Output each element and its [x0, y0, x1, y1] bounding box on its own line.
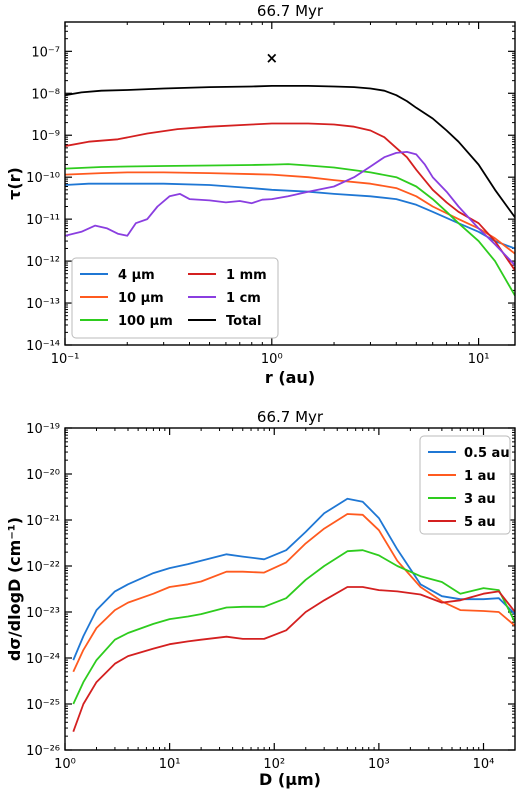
series-line-1-au	[72, 513, 515, 673]
series-line-5-au	[72, 586, 515, 733]
legend-label: 1 cm	[226, 291, 261, 306]
series-line-3-au	[72, 549, 515, 705]
x-tick-label: 10⁴	[473, 757, 495, 772]
y-tick-label: 10⁻²³	[26, 606, 60, 621]
x-axis-label: r (au)	[265, 368, 315, 387]
panel-2: 10⁰ 10¹ 10² 10³ 10⁴ 10⁻²⁶ 10⁻²⁵ 10⁻²⁴ 10⁻²³ 10⁻²²…	[5, 408, 516, 789]
series-line-10-m	[65, 171, 515, 255]
x-tick-label: 10⁰	[261, 352, 283, 367]
y-tick-label: 10⁻²⁴	[26, 652, 60, 667]
y-tick-label: 10⁻⁹	[31, 129, 60, 144]
y-tick-label: 10⁻¹⁰	[26, 171, 60, 186]
y-tick-label: 10⁻²⁰	[26, 468, 60, 483]
plot-frame	[64, 21, 516, 346]
panel-1: 10⁻¹ 10⁰ 10¹ 10⁻¹⁴ 10⁻¹³ 10⁻¹² 10⁻¹¹ 10⁻¹⁰ 10⁻⁹ 1…	[5, 2, 516, 387]
legend-label: Total	[226, 314, 262, 329]
series-line-1-cm	[65, 151, 515, 266]
y-tick-label: 10⁻¹¹	[26, 213, 60, 228]
y-tick-label: 10⁻¹²	[26, 255, 60, 270]
y-tick-label: 10⁻²⁵	[26, 698, 60, 713]
x-tick-label: 10⁻¹	[51, 352, 80, 367]
legend-label: 5 au	[464, 515, 496, 530]
y-tick-label: 10⁻⁷	[31, 45, 60, 60]
legend-label: 1 mm	[226, 268, 267, 283]
legend: 4 μm 10 μm 100 μm 1 mm 1 cm Total	[71, 257, 279, 339]
legend: 0.5 au 1 au 3 au 5 au	[419, 435, 511, 535]
chart-title: 66.7 Myr	[257, 2, 324, 20]
legend-label: 1 au	[464, 469, 496, 484]
x-tick-label: 10¹	[159, 757, 181, 772]
legend-label: 100 μm	[118, 314, 173, 329]
y-tick-label: 10⁻¹⁴	[26, 339, 60, 354]
legend-label: 10 μm	[118, 291, 164, 306]
legend-box	[71, 257, 279, 339]
y-tick-label: 10⁻²²	[26, 560, 60, 575]
x-tick-label: 10²	[263, 757, 285, 772]
y-tick-label: 10⁻¹³	[26, 297, 60, 312]
y-axis-label: dσ/dlogD (cm⁻¹)	[5, 517, 24, 661]
y-axis-label: τ(r)	[5, 167, 24, 200]
series-line-1-mm	[65, 122, 515, 271]
x-tick-label: 10¹	[468, 352, 490, 367]
y-tick-label: 10⁻²¹	[26, 514, 60, 529]
x-axis-label: D (μm)	[259, 770, 321, 789]
x-tick-label: 10³	[368, 757, 390, 772]
plot-frame	[64, 427, 516, 751]
legend-label: 4 μm	[118, 268, 155, 283]
series-line-4-m	[65, 182, 515, 250]
series-line-0-5-au	[72, 497, 515, 661]
y-tick-label: 10⁻²⁶	[26, 744, 60, 759]
x-tick-label: 10⁰	[54, 757, 76, 772]
chart-title: 66.7 Myr	[257, 408, 324, 426]
legend-box	[419, 435, 511, 535]
data-marker-x: ×	[266, 49, 279, 67]
series-line-100-m	[65, 163, 515, 297]
series-lines	[65, 85, 515, 297]
y-tick-label: 10⁻¹⁹	[26, 422, 60, 437]
legend-label: 3 au	[464, 492, 496, 507]
series-lines	[72, 497, 515, 733]
y-tick-label: 10⁻⁸	[31, 87, 60, 102]
series-line-total	[65, 85, 515, 218]
legend-label: 0.5 au	[464, 446, 510, 461]
